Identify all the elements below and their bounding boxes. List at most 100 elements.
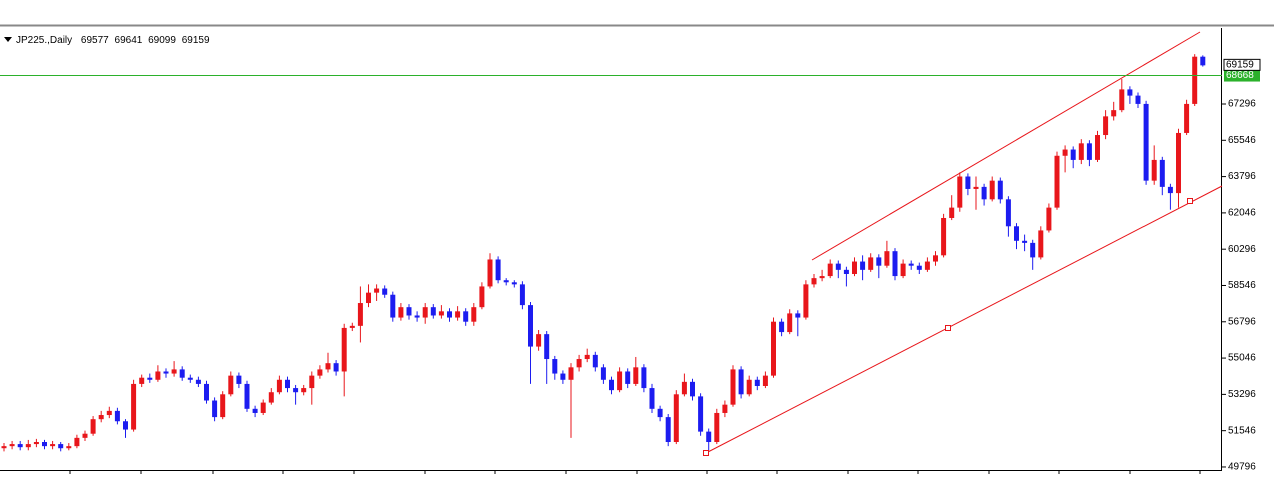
candle-body: [852, 261, 857, 274]
candle-body: [657, 408, 663, 418]
candle-body: [722, 404, 728, 413]
header-open: 69577: [81, 35, 109, 46]
candle-body: [325, 363, 331, 370]
candle-body: [519, 284, 525, 306]
candle-body: [66, 446, 72, 449]
channel-upper-line: [811, 31, 1201, 261]
candle-body: [33, 441, 39, 445]
candle-body: [730, 369, 736, 405]
candle-body: [438, 311, 444, 316]
candle-body: [25, 444, 31, 448]
candle-body: [382, 288, 388, 295]
candle-body: [900, 263, 906, 277]
candle-body: [1151, 159, 1157, 181]
candle-body: [293, 388, 299, 393]
candle-body: [276, 379, 282, 393]
candle-body: [236, 375, 242, 384]
candle-body: [997, 180, 1003, 200]
candle-body: [787, 313, 793, 333]
candle-body: [924, 261, 930, 270]
candle-body: [406, 307, 412, 316]
candle-body: [779, 321, 785, 333]
candle-body: [349, 325, 355, 328]
channel: [703, 31, 1223, 456]
candle-body: [511, 282, 517, 285]
candle-body: [163, 371, 169, 374]
candle-body: [1086, 143, 1092, 160]
candle-body: [74, 437, 80, 447]
candle-body: [690, 381, 695, 397]
candle-body: [260, 402, 266, 413]
y-tick-label: 56796: [1228, 316, 1256, 327]
channel-anchor: [945, 325, 951, 331]
candle-body: [673, 394, 679, 442]
candle-body: [179, 369, 185, 378]
candle-body: [390, 294, 396, 318]
candle-body: [252, 408, 258, 413]
candle-body: [949, 207, 955, 218]
candle-body: [463, 311, 469, 322]
candle-body: [155, 371, 161, 380]
candle-body: [82, 433, 88, 438]
candle-body: [576, 359, 582, 368]
candle-body: [965, 176, 971, 189]
candle-body: [771, 321, 776, 376]
candle-body: [633, 367, 639, 384]
candle-body: [1143, 103, 1149, 181]
candle-body: [536, 334, 542, 347]
candle-body: [220, 394, 226, 418]
candle-body: [341, 327, 347, 372]
channel-anchor: [1187, 198, 1193, 204]
candle-body: [114, 410, 120, 422]
candle-body: [1078, 143, 1084, 160]
y-tick-label: 63796: [1228, 171, 1256, 182]
header-close: 69159: [182, 35, 210, 46]
y-tick-label: 67296: [1228, 99, 1256, 110]
candle-body: [860, 261, 866, 270]
candle-body: [811, 278, 817, 285]
candle-body: [195, 379, 201, 384]
candle-body: [1127, 89, 1133, 96]
channel-anchor: [703, 450, 709, 456]
candle-body: [1103, 116, 1109, 136]
candle-body: [1014, 226, 1019, 241]
channel-lower-line: [705, 185, 1223, 454]
y-tick-label: 55046: [1228, 353, 1256, 364]
candle-body: [1200, 56, 1206, 66]
candle-body: [916, 265, 922, 270]
plot-area: [1, 54, 1206, 452]
candle-body: [471, 307, 477, 322]
candle-body: [892, 251, 898, 277]
chart-header: JP225.,Daily 69577 69641 69099 69159: [16, 35, 210, 46]
candle-body: [309, 375, 315, 389]
candle-body: [317, 369, 323, 376]
symbol-menu-arrow: [4, 37, 12, 42]
candle-body: [552, 359, 558, 374]
candle-body: [681, 381, 687, 395]
candle-body: [1119, 89, 1125, 111]
candle-body: [212, 400, 218, 418]
y-tick-label: 51546: [1228, 425, 1256, 436]
candle-body: [204, 383, 209, 401]
candle-body: [1176, 132, 1181, 194]
candle-body: [617, 371, 623, 391]
candle-body: [106, 410, 112, 416]
candle-body: [1030, 242, 1036, 258]
candle-body: [139, 377, 145, 384]
candle-body: [487, 259, 493, 287]
y-tick-label: 62046: [1228, 208, 1256, 219]
candle-body: [1095, 135, 1100, 160]
y-tick-label: 49796: [1228, 462, 1256, 473]
candle-body: [147, 377, 153, 380]
candle-body: [714, 412, 720, 442]
candle-body: [884, 251, 890, 266]
candle-body: [171, 369, 177, 374]
candle-body: [819, 276, 825, 279]
candle-body: [414, 315, 420, 318]
candle-body: [754, 379, 760, 386]
candle-body: [795, 313, 801, 318]
candle-body: [746, 379, 752, 395]
candle-body: [357, 303, 363, 326]
candle-body: [123, 421, 128, 430]
